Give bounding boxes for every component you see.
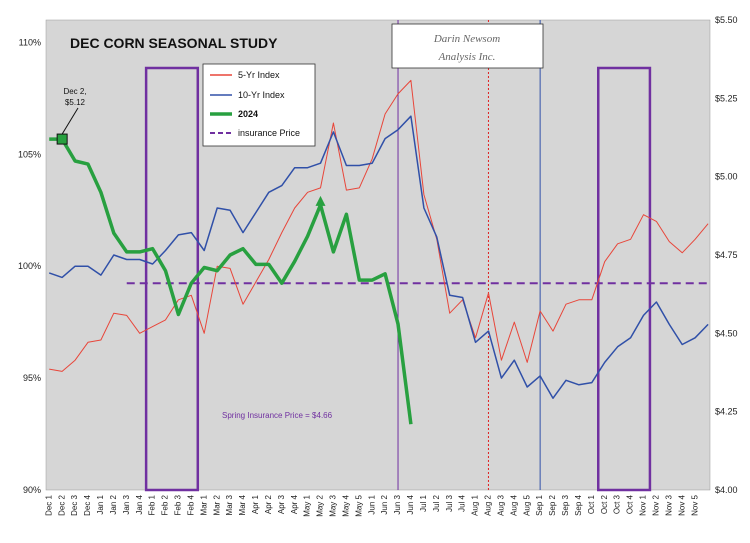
legend-label-10yr: 10-Yr Index bbox=[238, 90, 285, 100]
x-axis-tick: Jul 3 bbox=[445, 494, 454, 511]
x-axis-tick: Jan 1 bbox=[96, 494, 105, 514]
left-axis-tick: 110% bbox=[19, 37, 41, 47]
x-axis-tick: Jan 2 bbox=[109, 494, 118, 514]
right-axis-tick: $4.50 bbox=[715, 328, 738, 338]
x-axis-tick: Mar 3 bbox=[225, 494, 234, 515]
x-axis-tick: Jun 2 bbox=[380, 494, 389, 514]
x-axis-tick: Apr 3 bbox=[277, 494, 286, 514]
series-lines bbox=[48, 79, 709, 425]
x-axis-tick: Jul 4 bbox=[458, 494, 467, 511]
legend-label-5yr: 5-Yr Index bbox=[238, 70, 280, 80]
x-axis-tick: May 4 bbox=[341, 494, 350, 516]
insurance-price-label: Spring Insurance Price = $4.66 bbox=[222, 411, 333, 420]
x-axis-tick: Sep 4 bbox=[574, 494, 583, 515]
x-axis-tick: Sep 1 bbox=[535, 494, 544, 515]
x-axis-tick: Oct 1 bbox=[587, 494, 596, 514]
right-axis-tick: $5.50 bbox=[715, 15, 738, 25]
x-axis-tick: Aug 3 bbox=[496, 494, 505, 515]
x-axis-tick: May 3 bbox=[329, 494, 338, 516]
x-axis-tick: Jul 1 bbox=[419, 494, 428, 511]
right-axis-tick: $4.00 bbox=[715, 485, 738, 495]
x-axis-tick: Apr 4 bbox=[290, 494, 299, 514]
x-axis-tick: Feb 1 bbox=[148, 494, 157, 515]
left-axis-tick: 95% bbox=[23, 373, 41, 383]
x-axis-tick: Mar 4 bbox=[238, 494, 247, 515]
highlight-boxes bbox=[144, 66, 652, 492]
x-axis-tick: Sep 2 bbox=[548, 494, 557, 515]
x-axis-tick: May 2 bbox=[316, 494, 325, 516]
start-point-marker bbox=[56, 133, 68, 145]
x-axis-tick: Dec 4 bbox=[83, 494, 92, 515]
x-axis-tick: Nov 2 bbox=[651, 494, 660, 515]
x-axis-tick: Aug 1 bbox=[471, 494, 480, 515]
series-line-2024 bbox=[49, 137, 413, 425]
x-axis-tick: Nov 5 bbox=[690, 494, 699, 515]
highlight-box-1 bbox=[144, 66, 200, 492]
watermark-line-1: Darin Newsom bbox=[433, 33, 500, 45]
x-axis-tick: Aug 5 bbox=[522, 494, 531, 515]
left-axis-tick: 90% bbox=[23, 485, 41, 495]
x-axis-tick: Oct 4 bbox=[626, 494, 635, 514]
x-axis-tick: Aug 2 bbox=[484, 494, 493, 515]
x-axis-tick: May 1 bbox=[303, 494, 312, 516]
x-axis-tick: Aug 4 bbox=[509, 494, 518, 515]
legend-label-insurance: insurance Price bbox=[238, 128, 300, 138]
peak-arrow-marker bbox=[315, 195, 326, 206]
x-axis-tick: Jun 1 bbox=[367, 494, 376, 514]
x-axis-tick: Feb 3 bbox=[174, 494, 183, 515]
right-axis-tick: $4.25 bbox=[715, 407, 738, 417]
x-axis-tick: Feb 2 bbox=[161, 494, 170, 515]
x-axis-tick: Jul 2 bbox=[432, 494, 441, 511]
x-axis-tick: Oct 3 bbox=[613, 494, 622, 514]
x-axis-tick: Jan 3 bbox=[122, 494, 131, 514]
x-axis-tick: Nov 4 bbox=[677, 494, 686, 515]
vertical-markers bbox=[397, 20, 541, 490]
x-axis-tick: Dec 1 bbox=[44, 494, 53, 515]
right-axis-tick: $4.75 bbox=[715, 250, 738, 260]
right-axis-tick: $5.25 bbox=[715, 93, 738, 103]
x-axis-tick: Nov 3 bbox=[664, 494, 673, 515]
x-axis-tick: Apr 2 bbox=[264, 494, 273, 514]
x-axis-tick: May 5 bbox=[354, 494, 363, 516]
left-axis-tick: 105% bbox=[18, 149, 41, 159]
x-axis-tick: Mar 1 bbox=[199, 494, 208, 515]
right-axis-tick: $5.00 bbox=[715, 172, 738, 182]
start-point-label-1: Dec 2, bbox=[63, 87, 86, 96]
chart-title: DEC CORN SEASONAL STUDY bbox=[70, 35, 278, 51]
x-axis-tick: Sep 3 bbox=[561, 494, 570, 515]
x-axis-tick: Jun 3 bbox=[393, 494, 402, 514]
start-point-label-2: $5.12 bbox=[65, 98, 86, 107]
start-point-callout bbox=[61, 107, 79, 135]
x-axis-tick: Feb 4 bbox=[186, 494, 195, 515]
series-line-5-yr-index bbox=[49, 79, 709, 372]
x-axis-tick: Nov 1 bbox=[639, 494, 648, 515]
axis-ticks: 90% 95% 100% 105% 110% $4.00 $4.25 $4.50 $4.75 $5… bbox=[18, 15, 738, 517]
legend-label-2024: 2024 bbox=[238, 109, 258, 119]
x-axis-tick: Apr 1 bbox=[251, 494, 260, 514]
x-axis-tick: Dec 2 bbox=[57, 494, 66, 515]
watermark-box: Darin Newsom Analysis Inc. bbox=[391, 23, 544, 69]
watermark-line-2: Analysis Inc. bbox=[438, 51, 496, 63]
x-axis-tick: Oct 2 bbox=[600, 494, 609, 514]
x-axis-tick: Jun 4 bbox=[406, 494, 415, 514]
x-axis-tick: Dec 3 bbox=[70, 494, 79, 515]
x-axis-tick: Mar 2 bbox=[212, 494, 221, 515]
x-axis-tick: Jan 4 bbox=[135, 494, 144, 514]
left-axis-tick: 100% bbox=[18, 261, 41, 271]
highlight-box-2 bbox=[597, 66, 652, 492]
legend: 5-Yr Index 10-Yr Index 2024 insurance Pr… bbox=[202, 63, 316, 147]
